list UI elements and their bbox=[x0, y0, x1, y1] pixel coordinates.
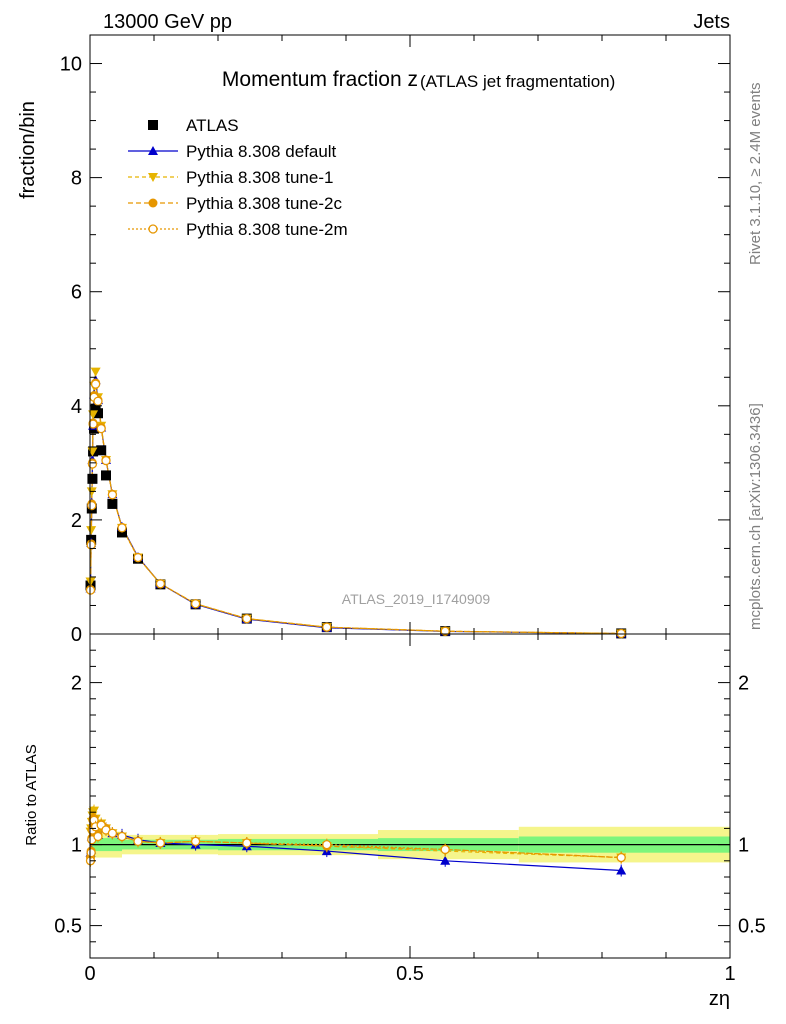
main-ytick-label: 0 bbox=[71, 624, 82, 646]
main-point-s4-12 bbox=[133, 552, 143, 563]
main-point-s4-14 bbox=[190, 599, 201, 609]
legend-label-3: Pythia 8.308 tune-2c bbox=[186, 194, 342, 213]
main-ytick-label: 8 bbox=[71, 168, 82, 190]
main-point-s4-7 bbox=[93, 396, 103, 406]
legend-marker-4 bbox=[148, 224, 158, 234]
ratio-frame bbox=[89, 633, 731, 959]
ratio-point-s3-7 bbox=[93, 831, 103, 842]
main-axes: 0 2 4 6 8 10 bbox=[60, 34, 731, 646]
main-point-s4-15 bbox=[242, 613, 252, 624]
main-title: Momentum fraction z bbox=[222, 68, 418, 91]
ratio-ytick-label: 0.5 bbox=[54, 916, 82, 938]
legend-marker-0 bbox=[148, 120, 158, 130]
ratio-point-s3-14 bbox=[190, 836, 201, 847]
header-left: 13000 GeV pp bbox=[103, 11, 232, 33]
ratio-point-s3-16 bbox=[322, 839, 332, 850]
main-point-s4-8 bbox=[96, 423, 106, 434]
main-point-s2-0 bbox=[85, 577, 96, 587]
main-ylabel: fraction/bin bbox=[17, 101, 39, 199]
legend-label-0: ATLAS bbox=[186, 116, 239, 135]
main-point-s4-11 bbox=[117, 523, 127, 533]
main-title-suffix: (ATLAS jet fragmentation) bbox=[420, 72, 615, 91]
main-point-s0-3 bbox=[87, 473, 98, 484]
main-ytick-label: 10 bbox=[60, 54, 82, 76]
main-point-s4-10 bbox=[107, 490, 118, 500]
main-point-s0-8 bbox=[96, 445, 107, 456]
legend-label-1: Pythia 8.308 default bbox=[186, 142, 337, 161]
main-point-s4-1 bbox=[86, 540, 96, 550]
legend-label-2: Pythia 8.308 tune-1 bbox=[186, 168, 333, 187]
ratio-point-s3-15 bbox=[242, 838, 252, 848]
main-marks bbox=[85, 367, 627, 639]
ratio-point-s3-17 bbox=[440, 844, 450, 855]
main-point-s0-10 bbox=[107, 498, 118, 509]
main-point-s4-17 bbox=[440, 626, 450, 636]
ratio-ytick-label-right: 2 bbox=[738, 673, 749, 695]
ratio-ytick-label: 2 bbox=[71, 673, 82, 695]
ratio-point-s3-12 bbox=[133, 836, 143, 847]
ratio-point-s3-10 bbox=[107, 828, 118, 838]
legend-marker-3 bbox=[148, 198, 158, 208]
ratio-point-s3-11 bbox=[117, 831, 127, 842]
ratio-ytick-label-right: 0.5 bbox=[738, 916, 766, 938]
main-point-s4-16 bbox=[322, 622, 332, 632]
main-point-s4-0 bbox=[85, 585, 96, 595]
ratio-point-s3-13 bbox=[155, 838, 166, 848]
main-point-s4-6 bbox=[90, 379, 101, 389]
main-panel: 0 2 4 6 8 10 Momentum fraction z (ATLAS jet f… bbox=[17, 34, 731, 646]
main-point-s2-1 bbox=[86, 526, 97, 536]
main-point-s2-4 bbox=[88, 410, 99, 420]
main-ytick-label: 6 bbox=[71, 282, 82, 304]
main-point-s4-13 bbox=[155, 579, 166, 589]
rivet-label: Rivet 3.1.10, ≥ 2.4M events bbox=[747, 83, 764, 266]
legend-label-4: Pythia 8.308 tune-2m bbox=[186, 220, 348, 239]
main-point-s4-4 bbox=[88, 419, 98, 429]
header-right: Jets bbox=[693, 11, 730, 33]
main-ytick-label: 2 bbox=[71, 510, 82, 532]
main-point-s2-6 bbox=[90, 367, 101, 377]
ratio-xtick-label: 1 bbox=[724, 963, 735, 985]
ratio-point-s0-17 bbox=[440, 855, 451, 865]
ratio-point-s3-1 bbox=[86, 848, 96, 858]
ratio-axes: 0.5 0.5 1 1 2 2 0 0.5 1 bbox=[54, 633, 766, 985]
ratio-xtick-label: 0.5 bbox=[396, 963, 424, 985]
main-point-s4-2 bbox=[87, 500, 97, 511]
main-point-s4-9 bbox=[101, 455, 111, 466]
ratio-ylabel: Ratio to ATLAS bbox=[23, 744, 40, 845]
legend-marker-2 bbox=[148, 173, 158, 182]
ratio-xtick-label: 0 bbox=[84, 963, 95, 985]
mcplots-label: mcplots.cern.ch [arXiv:1306.3436] bbox=[747, 403, 764, 630]
ratio-ytick-label: 1 bbox=[71, 835, 82, 857]
ratio-ytick-label-right: 1 bbox=[738, 835, 749, 857]
main-point-s4-18 bbox=[616, 628, 626, 639]
ratio-point-s1-5 bbox=[89, 806, 100, 816]
legend-marker-1 bbox=[148, 146, 158, 155]
ratio-xlabel: zη bbox=[709, 988, 730, 1010]
main-point-s0-7 bbox=[93, 408, 103, 419]
legend: ATLAS Pythia 8.308 default Pythia 8.308 tu… bbox=[128, 116, 348, 239]
watermark: ATLAS_2019_I1740909 bbox=[342, 591, 491, 607]
ratio-point-s3-18 bbox=[616, 852, 626, 863]
main-point-s0-9 bbox=[101, 470, 111, 481]
ratio-marks bbox=[85, 804, 730, 877]
ratio-point-s0-18 bbox=[616, 865, 627, 875]
main-ytick-label: 4 bbox=[71, 396, 82, 418]
ratio-panel: 0.5 0.5 1 1 2 2 0 0.5 1 Ratio to ATLAS zη bbox=[23, 633, 766, 1010]
